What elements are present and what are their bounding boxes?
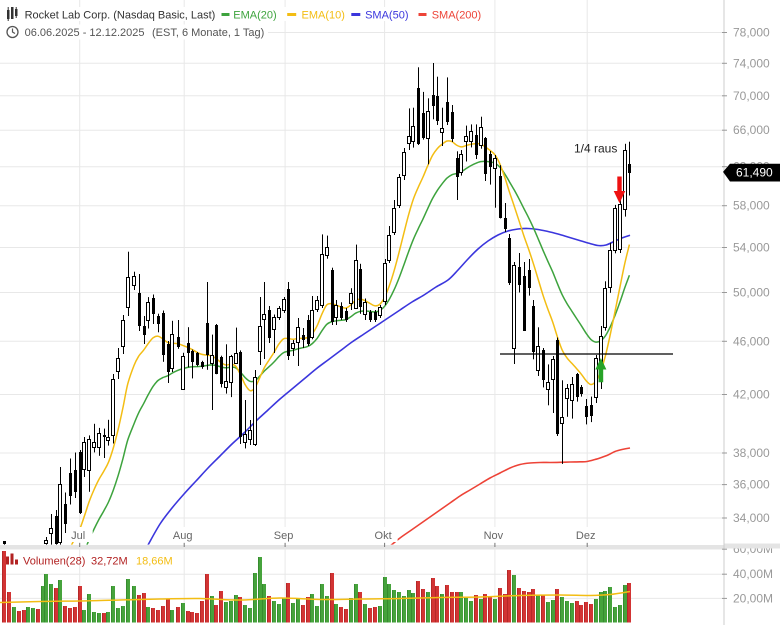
svg-text:32,72M: 32,72M [91,556,128,568]
svg-text:Okt: Okt [375,530,392,542]
svg-text:54,000: 54,000 [733,241,770,255]
svg-text:20,00M: 20,00M [733,591,773,605]
svg-text:Rocket Lab Corp. (Nasdaq Basic: Rocket Lab Corp. (Nasdaq Basic, Last) [25,10,216,22]
svg-text:38,000: 38,000 [733,446,770,460]
svg-text:EMA(20): EMA(20) [233,10,276,22]
svg-text:Volumen(28): Volumen(28) [23,556,85,568]
svg-text:Jul: Jul [71,530,85,542]
svg-text:18,66M: 18,66M [136,556,173,568]
svg-text:61,490: 61,490 [736,166,773,180]
svg-text:Sep: Sep [274,530,294,542]
svg-text:40,00M: 40,00M [733,567,773,581]
svg-text:34,000: 34,000 [733,511,770,525]
svg-text:58,000: 58,000 [733,199,770,213]
svg-text:70,000: 70,000 [733,89,770,103]
svg-text:42,000: 42,000 [733,388,770,402]
svg-text:74,000: 74,000 [733,56,770,70]
svg-text:06.06.2025 - 12.12.2025: 06.06.2025 - 12.12.2025 [25,27,145,39]
svg-text:Nov: Nov [484,530,504,542]
svg-text:SMA(200): SMA(200) [432,10,482,22]
svg-text:EMA(10): EMA(10) [302,10,345,22]
svg-text:36,000: 36,000 [733,478,770,492]
svg-text:Aug: Aug [173,530,193,542]
svg-text:78,000: 78,000 [733,26,770,40]
svg-text:66,000: 66,000 [733,123,770,137]
svg-text:Dez: Dez [576,530,596,542]
svg-text:SMA(50): SMA(50) [365,10,408,22]
svg-text:1/4 raus: 1/4 raus [574,142,617,156]
svg-text:(EST, 6 Monate, 1 Tag): (EST, 6 Monate, 1 Tag) [152,27,264,39]
svg-text:50,000: 50,000 [733,286,770,300]
svg-text:46,000: 46,000 [733,334,770,348]
